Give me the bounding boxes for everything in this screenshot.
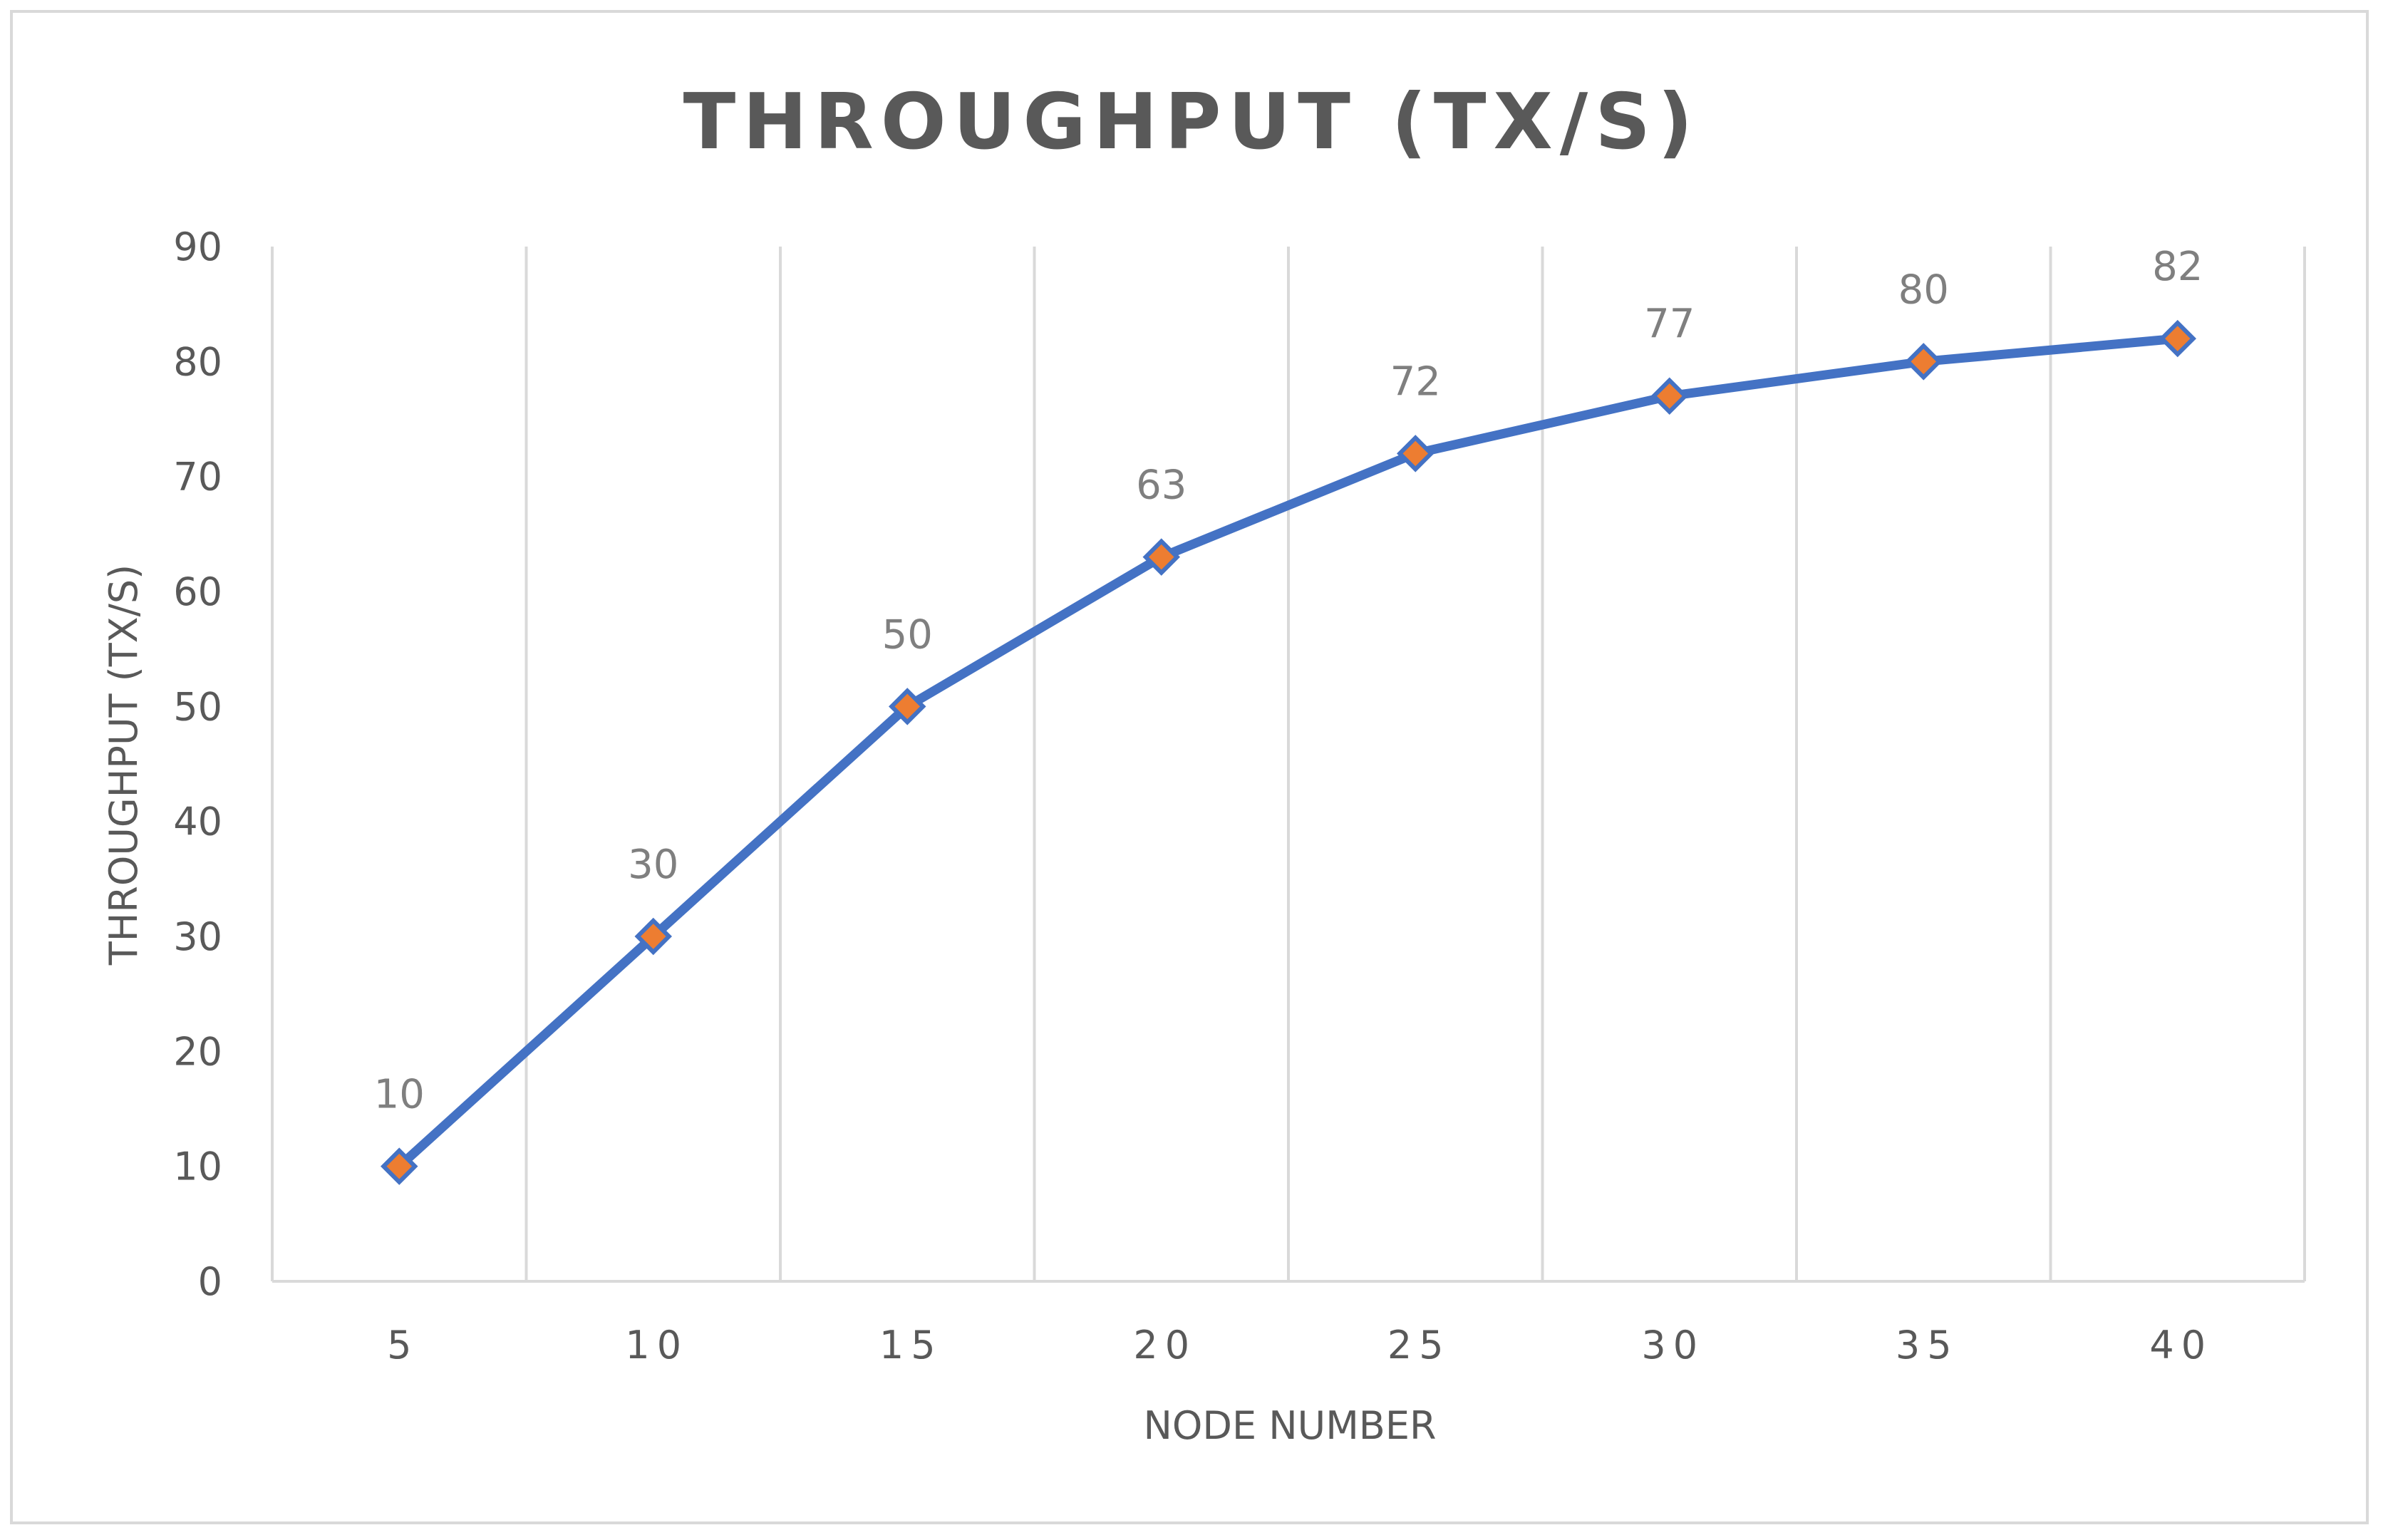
- y-tick-label: 30: [173, 914, 222, 959]
- data-label: 72: [1390, 358, 1441, 405]
- y-tick-label: 60: [173, 569, 222, 614]
- y-tick-label: 70: [173, 455, 222, 500]
- y-tick-label: 90: [173, 224, 222, 269]
- x-tick-label: 35: [1896, 1323, 1959, 1368]
- data-label: 10: [374, 1072, 425, 1118]
- series: [394, 334, 2183, 1172]
- y-tick-label: 20: [173, 1029, 222, 1074]
- x-tick-label: 40: [2149, 1323, 2213, 1368]
- y-tick-label: 40: [173, 800, 222, 844]
- data-point-marker: [634, 917, 672, 956]
- y-tick-label: 80: [173, 339, 222, 384]
- series-markers: [381, 319, 2196, 1185]
- y-tick-label: 0: [198, 1259, 222, 1304]
- data-label: 77: [1644, 301, 1695, 348]
- data-point-marker: [1905, 343, 1943, 381]
- y-tick-label: 50: [173, 684, 222, 729]
- data-label: 50: [882, 611, 933, 658]
- y-axis-title: THROUGHPUT (TX/S): [101, 564, 146, 966]
- y-tick-label: 10: [173, 1144, 222, 1189]
- x-tick-label: 10: [625, 1323, 688, 1368]
- data-point-marker: [1397, 435, 1435, 472]
- data-point-marker: [2159, 319, 2196, 358]
- x-tick-label: 30: [1641, 1323, 1705, 1368]
- data-label: 63: [1136, 462, 1187, 509]
- data-point-marker: [1142, 538, 1180, 576]
- x-tick-label: 5: [387, 1323, 418, 1368]
- x-tick-label: 20: [1133, 1323, 1196, 1368]
- y-axis-ticks: 0 10 20 30 40 50 60 70 80 90: [173, 224, 222, 1304]
- x-tick-label: 15: [879, 1323, 943, 1368]
- data-labels: 10 30 50 63 72 77 80 82: [374, 244, 2203, 1118]
- chart-frame: [10, 10, 2369, 1524]
- data-point-marker: [381, 1147, 418, 1185]
- x-axis-ticks: 5 10 15 20 25 30 35 40: [387, 1323, 2213, 1368]
- data-point-marker: [889, 688, 926, 725]
- data-label: 30: [628, 842, 678, 888]
- x-axis-title: NODE NUMBER: [1144, 1403, 1437, 1448]
- data-point-marker: [1650, 377, 1688, 415]
- series-line: [394, 334, 2183, 1172]
- x-tick-label: 25: [1387, 1323, 1451, 1368]
- data-label: 82: [2152, 244, 2203, 290]
- data-label: 80: [1898, 267, 1949, 313]
- chart-title: THROUGHPUT (TX/S): [683, 78, 1700, 167]
- grid-lines: [271, 247, 2306, 1281]
